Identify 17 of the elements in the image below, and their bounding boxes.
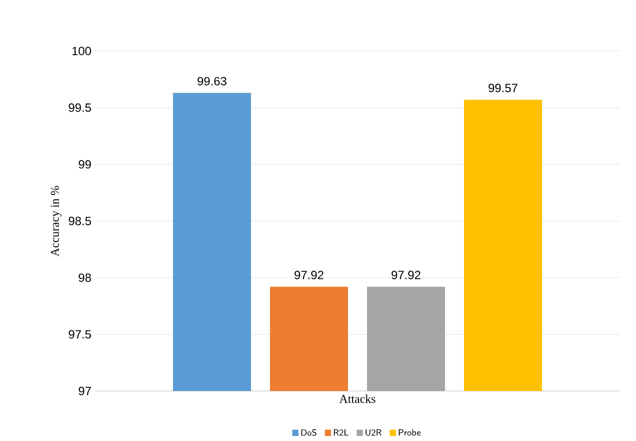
y-tick-label: 98.5 <box>68 216 91 226</box>
y-tick-label: 97 <box>78 386 91 396</box>
y-axis-title: Accuracy in % <box>50 186 62 256</box>
data-label: 97.92 <box>392 270 420 280</box>
y-tick-label: 97.5 <box>68 330 91 339</box>
data-label: 99.63 <box>198 76 226 86</box>
data-label: 97.92 <box>294 270 324 280</box>
legend-label: DoS <box>301 429 316 436</box>
y-tick-label: 98 <box>78 273 91 282</box>
legend-label: U2R <box>366 429 382 436</box>
data-label: 99.57 <box>488 84 518 92</box>
y-tick-label: 99 <box>78 160 91 169</box>
y-tick-label: 100 <box>72 46 92 56</box>
y-tick-label: 99.5 <box>68 103 91 112</box>
x-tick-label: Attacks <box>339 394 376 403</box>
legend-label: R2L <box>334 429 348 436</box>
legend-label: Probe <box>398 429 420 436</box>
